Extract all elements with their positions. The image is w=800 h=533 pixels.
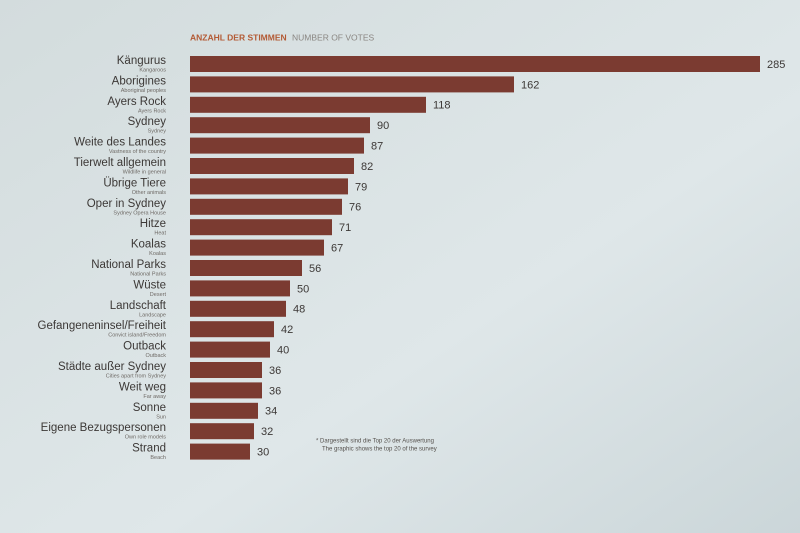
category-label: Outback [123, 341, 166, 353]
bar [190, 198, 342, 215]
category-translation: Sydney Opera House [113, 210, 166, 216]
category-label: Landschaft [110, 300, 167, 312]
category-label: Weit weg [119, 381, 166, 393]
value-label: 34 [265, 406, 277, 418]
category-translation: Landscape [139, 312, 166, 318]
value-label: 76 [349, 202, 361, 214]
value-label: 30 [257, 447, 269, 459]
category-label: Oper in Sydney [87, 198, 167, 210]
value-label: 48 [293, 304, 305, 316]
value-label: 36 [269, 385, 281, 397]
bar [190, 96, 426, 113]
bar [190, 158, 354, 174]
value-label: 42 [281, 324, 293, 336]
category-translation: Far away [143, 394, 166, 400]
bar [190, 362, 262, 378]
bar [190, 219, 332, 236]
value-label: 79 [355, 181, 367, 193]
category-translation: Cities apart from Sydney [106, 373, 166, 379]
category-label: Tierwelt allgemein [74, 157, 166, 169]
bar [190, 382, 262, 399]
bar [190, 341, 270, 358]
value-label: 56 [309, 263, 321, 275]
bar [190, 260, 302, 276]
category-translation: National Parks [130, 271, 166, 277]
bar [190, 321, 274, 338]
category-translation: Desert [150, 292, 167, 298]
value-label: 82 [361, 161, 373, 173]
note: The graphic shows the top 20 of the surv… [322, 447, 437, 453]
bar [190, 117, 370, 134]
category-label: Städte außer Sydney [58, 361, 166, 373]
value-label: 32 [261, 426, 273, 438]
category-label: Eigene Bezugspersonen [41, 422, 166, 434]
value-label: 90 [377, 120, 389, 132]
category-translation: Ayers Rock [138, 108, 166, 114]
bar [190, 443, 250, 460]
value-label: 285 [767, 59, 785, 71]
category-label: National Parks [91, 259, 166, 271]
bar [190, 300, 286, 317]
category-label: Übrige Tiere [103, 177, 166, 189]
bar [190, 137, 364, 154]
category-translation: Vastness of the country [109, 149, 166, 155]
category-translation: Convict island/Freedom [108, 333, 166, 339]
category-label: Hitze [140, 218, 166, 230]
bar [190, 280, 290, 297]
category-translation: Own role models [125, 435, 167, 441]
bar [190, 56, 760, 72]
value-label: 67 [331, 243, 343, 255]
value-label: 118 [433, 100, 451, 112]
category-label: Strand [132, 443, 166, 455]
category-translation: Sydney [148, 129, 167, 135]
category-label: Kängurus [117, 55, 166, 67]
category-label: Sydney [128, 116, 167, 128]
category-label: Ayers Rock [107, 96, 166, 108]
category-translation: Koalas [149, 251, 166, 257]
value-label: 71 [339, 222, 351, 234]
category-label: Koalas [131, 239, 166, 251]
bar [190, 76, 514, 93]
category-label: Sonne [133, 402, 166, 414]
value-label: 87 [371, 141, 383, 153]
category-label: Gefangeneninsel/Freiheit [38, 320, 167, 332]
category-translation: Beach [150, 455, 166, 461]
value-label: 50 [297, 283, 309, 295]
bar [190, 239, 324, 256]
category-translation: Heat [154, 231, 166, 237]
category-translation: Aboriginal peoples [121, 88, 167, 94]
category-translation: Outback [146, 353, 167, 359]
note: * Dargestellt sind die Top 20 der Auswer… [316, 439, 434, 445]
category-translation: Other animals [132, 190, 166, 196]
chart-subtitle: NUMBER OF VOTES [292, 32, 375, 42]
category-translation: Sun [156, 414, 166, 420]
chart-title: ANZAHL DER STIMMEN [190, 32, 287, 42]
category-label: Aborigines [112, 75, 167, 87]
bar [190, 423, 254, 440]
value-label: 40 [277, 345, 289, 357]
category-translation: Kangaroos [139, 67, 166, 73]
value-label: 162 [521, 79, 539, 91]
bar [190, 178, 348, 195]
category-label: Wüste [133, 279, 166, 291]
category-translation: Wildlife in general [123, 169, 166, 175]
category-label: Weite des Landes [74, 137, 166, 149]
value-label: 36 [269, 365, 281, 377]
bar [190, 402, 258, 419]
